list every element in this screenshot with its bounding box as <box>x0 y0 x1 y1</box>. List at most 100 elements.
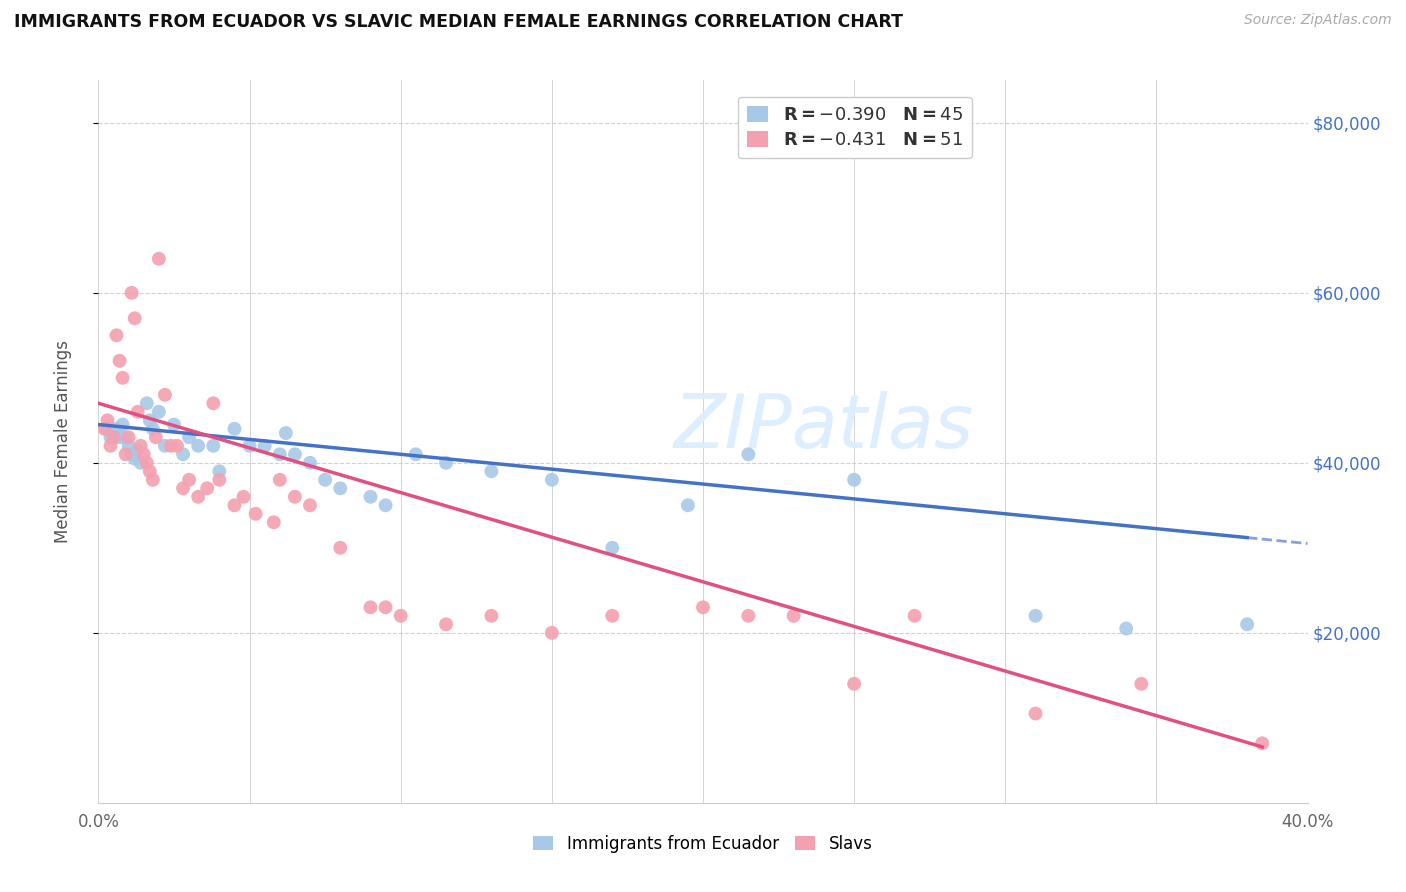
Point <box>263 516 285 530</box>
Point <box>692 600 714 615</box>
Point <box>329 541 352 555</box>
Text: ZIPatlas: ZIPatlas <box>673 391 974 463</box>
Point <box>1130 677 1153 691</box>
Point <box>105 422 128 436</box>
Point <box>124 311 146 326</box>
Point <box>139 413 162 427</box>
Point <box>299 456 322 470</box>
Point <box>163 417 186 432</box>
Point <box>389 608 412 623</box>
Point <box>124 451 146 466</box>
Point <box>299 498 322 512</box>
Point <box>108 353 131 368</box>
Point <box>172 447 194 461</box>
Point <box>360 490 382 504</box>
Point <box>360 600 382 615</box>
Point <box>148 252 170 266</box>
Point <box>114 430 136 444</box>
Point <box>100 439 122 453</box>
Point <box>374 498 396 512</box>
Point <box>202 439 225 453</box>
Point <box>129 439 152 453</box>
Point <box>129 456 152 470</box>
Point <box>142 422 165 436</box>
Point <box>208 464 231 478</box>
Point <box>602 541 624 555</box>
Point <box>253 439 276 453</box>
Point <box>153 439 176 453</box>
Point <box>434 456 457 470</box>
Y-axis label: Median Female Earnings: Median Female Earnings <box>53 340 72 543</box>
Point <box>111 371 134 385</box>
Text: IMMIGRANTS FROM ECUADOR VS SLAVIC MEDIAN FEMALE EARNINGS CORRELATION CHART: IMMIGRANTS FROM ECUADOR VS SLAVIC MEDIAN… <box>14 13 903 31</box>
Point <box>187 439 209 453</box>
Point <box>269 473 291 487</box>
Point <box>1024 608 1046 623</box>
Point <box>208 473 231 487</box>
Point <box>100 430 122 444</box>
Point <box>904 608 927 623</box>
Point <box>284 490 307 504</box>
Point <box>602 608 624 623</box>
Point <box>114 447 136 461</box>
Point <box>783 608 806 623</box>
Point <box>179 430 201 444</box>
Point <box>121 285 143 300</box>
Point <box>405 447 427 461</box>
Point <box>172 481 194 495</box>
Point <box>274 425 297 440</box>
Point <box>118 439 141 453</box>
Point <box>844 677 866 691</box>
Point <box>127 405 149 419</box>
Point <box>540 473 562 487</box>
Point <box>148 405 170 419</box>
Point <box>1024 706 1046 721</box>
Point <box>374 600 396 615</box>
Point <box>142 473 165 487</box>
Point <box>224 498 246 512</box>
Legend: Immigrants from Ecuador, Slavs: Immigrants from Ecuador, Slavs <box>527 828 879 860</box>
Point <box>224 422 246 436</box>
Point <box>284 447 307 461</box>
Point <box>232 490 254 504</box>
Text: Source: ZipAtlas.com: Source: ZipAtlas.com <box>1244 13 1392 28</box>
Point <box>844 473 866 487</box>
Point <box>121 447 143 461</box>
Point <box>135 396 157 410</box>
Point <box>1236 617 1258 632</box>
Point <box>135 456 157 470</box>
Point <box>187 490 209 504</box>
Point <box>96 413 118 427</box>
Point <box>153 388 176 402</box>
Point <box>103 430 125 444</box>
Point <box>1115 622 1137 636</box>
Point <box>145 430 167 444</box>
Point <box>139 464 162 478</box>
Point <box>93 422 115 436</box>
Point <box>166 439 188 453</box>
Point <box>105 328 128 343</box>
Point <box>481 608 503 623</box>
Point <box>132 447 155 461</box>
Point <box>96 422 118 436</box>
Point <box>118 430 141 444</box>
Point <box>160 439 183 453</box>
Point <box>481 464 503 478</box>
Point <box>1251 736 1274 750</box>
Point <box>127 443 149 458</box>
Point <box>737 447 759 461</box>
Point <box>202 396 225 410</box>
Point <box>269 447 291 461</box>
Point <box>329 481 352 495</box>
Point <box>676 498 699 512</box>
Point <box>737 608 759 623</box>
Point <box>314 473 336 487</box>
Point <box>103 425 125 440</box>
Point <box>239 439 262 453</box>
Point <box>111 417 134 432</box>
Point <box>179 473 201 487</box>
Point <box>195 481 218 495</box>
Point <box>434 617 457 632</box>
Point <box>108 430 131 444</box>
Point <box>245 507 267 521</box>
